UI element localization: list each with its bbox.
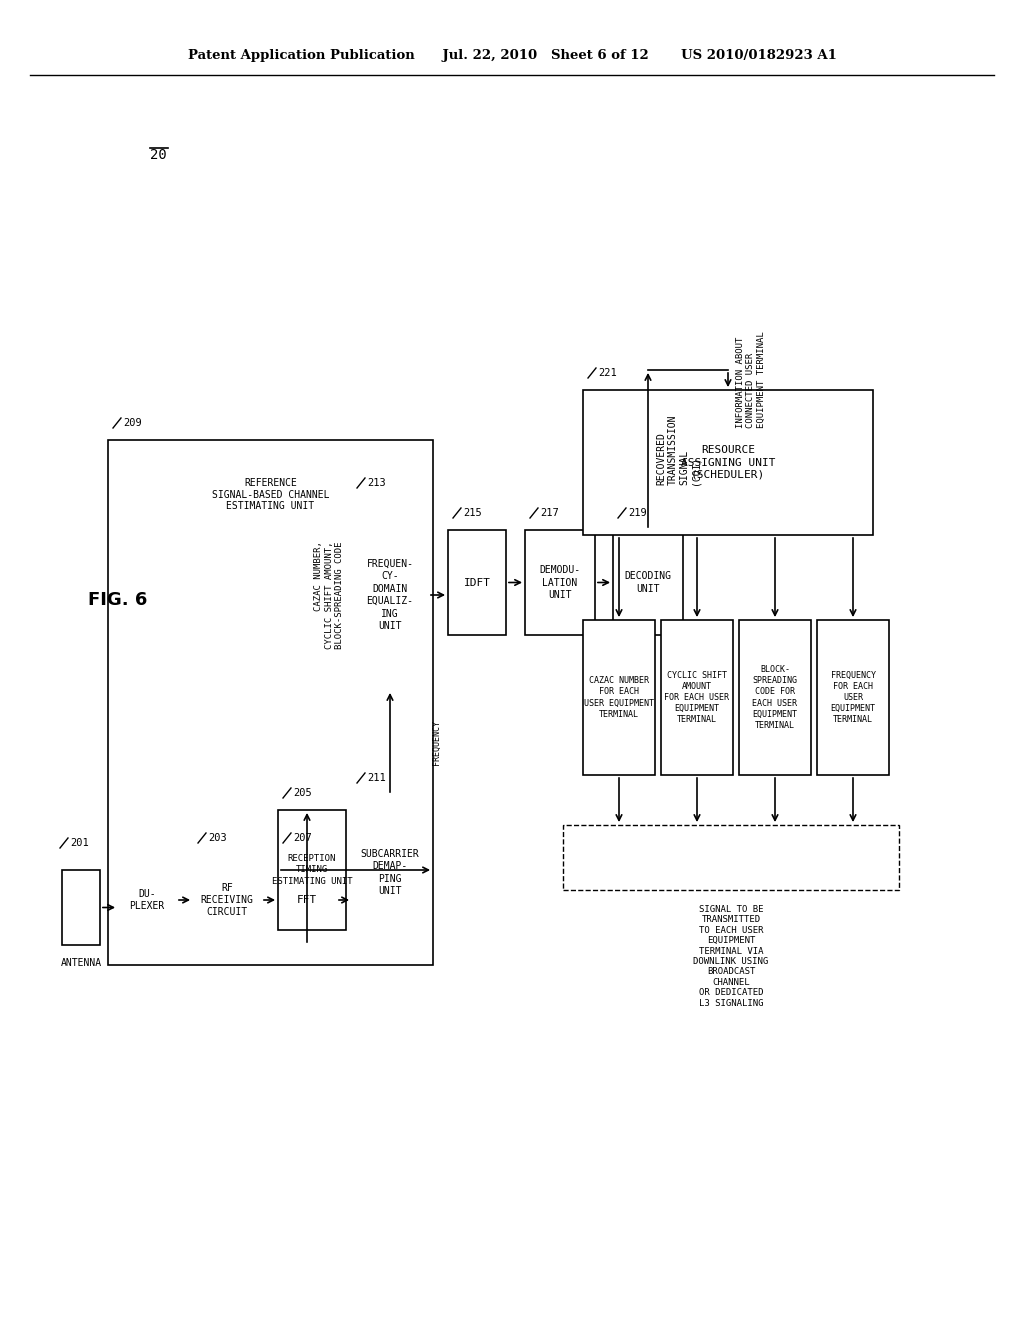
Text: CAZAC NUMBER
FOR EACH
USER EQUIPMENT
TERMINAL: CAZAC NUMBER FOR EACH USER EQUIPMENT TER…	[584, 676, 654, 718]
Text: 201: 201	[70, 838, 89, 847]
Text: 213: 213	[367, 478, 386, 488]
Bar	[449, 531, 506, 635]
Text: IDFT: IDFT	[464, 578, 490, 587]
Text: 209: 209	[123, 418, 141, 428]
Text: FFT: FFT	[297, 895, 317, 906]
Bar	[739, 620, 811, 775]
Bar	[525, 531, 595, 635]
Text: 215: 215	[463, 508, 481, 517]
Text: DU-
PLEXER: DU- PLEXER	[129, 888, 165, 911]
Bar	[662, 620, 733, 775]
Bar	[352, 500, 428, 690]
Bar	[193, 855, 261, 945]
Bar	[62, 870, 100, 945]
Text: 221: 221	[598, 368, 616, 378]
Bar	[613, 531, 683, 635]
Text: Patent Application Publication      Jul. 22, 2010   Sheet 6 of 12       US 2010/: Patent Application Publication Jul. 22, …	[187, 49, 837, 62]
Bar	[352, 795, 428, 950]
Text: BLOCK-
SPREADING
CODE FOR
EACH USER
EQUIPMENT
TERMINAL: BLOCK- SPREADING CODE FOR EACH USER EQUI…	[753, 665, 798, 730]
Text: FREQUENCY: FREQUENCY	[432, 719, 441, 766]
Text: ANTENNA: ANTENNA	[60, 958, 101, 968]
Bar	[118, 855, 176, 945]
Text: DEMODU-
LATION
UNIT: DEMODU- LATION UNIT	[540, 565, 581, 599]
Text: FREQUEN-
CY-
DOMAIN
EQUALIZ-
ING
UNIT: FREQUEN- CY- DOMAIN EQUALIZ- ING UNIT	[367, 558, 414, 631]
Text: 207: 207	[293, 833, 311, 843]
Text: 205: 205	[293, 788, 311, 799]
Text: 211: 211	[367, 774, 386, 783]
Text: 203: 203	[208, 833, 226, 843]
Bar	[817, 620, 889, 775]
Text: FREQUENCY
FOR EACH
USER
EQUIPMENT
TERMINAL: FREQUENCY FOR EACH USER EQUIPMENT TERMIN…	[830, 671, 876, 725]
Bar	[278, 855, 336, 945]
Bar	[563, 825, 899, 890]
Text: SIGNAL TO BE
TRANSMITTED
TO EACH USER
EQUIPMENT
TERMINAL VIA
DOWNLINK USING
BROA: SIGNAL TO BE TRANSMITTED TO EACH USER EQ…	[693, 906, 769, 1007]
Text: 219: 219	[628, 508, 647, 517]
Text: 20: 20	[150, 148, 167, 162]
Bar	[583, 389, 873, 535]
Text: INFORMATION ABOUT
CONNECTED USER
EQUIPMENT TERMINAL: INFORMATION ABOUT CONNECTED USER EQUIPME…	[736, 331, 766, 429]
Bar	[583, 620, 655, 775]
Text: FIG. 6: FIG. 6	[88, 591, 147, 609]
Text: RF
RECEIVING
CIRCUIT: RF RECEIVING CIRCUIT	[201, 883, 253, 917]
Text: RECEPTION
TIMING
ESTIMATING UNIT: RECEPTION TIMING ESTIMATING UNIT	[271, 854, 352, 886]
Text: SUBCARRIER
DEMAP-
PING
UNIT: SUBCARRIER DEMAP- PING UNIT	[360, 849, 420, 896]
Text: REFERENCE
SIGNAL-BASED CHANNEL
ESTIMATING UNIT: REFERENCE SIGNAL-BASED CHANNEL ESTIMATIN…	[212, 478, 330, 511]
Bar	[278, 810, 346, 931]
Text: CYCLIC SHIFT
AMOUNT
FOR EACH USER
EQUIPMENT
TERMINAL: CYCLIC SHIFT AMOUNT FOR EACH USER EQUIPM…	[665, 671, 729, 725]
Text: RECOVERED
TRANSMISSION
SIGNAL
(CQI): RECOVERED TRANSMISSION SIGNAL (CQI)	[656, 414, 700, 486]
Text: 217: 217	[540, 508, 559, 517]
Text: DECODING
UNIT: DECODING UNIT	[625, 572, 672, 594]
Bar	[108, 440, 433, 965]
Text: RESOURCE
ASSIGNING UNIT
(SCHEDULER): RESOURCE ASSIGNING UNIT (SCHEDULER)	[681, 445, 775, 480]
Text: CAZAC NUMBER,
CYCLIC SHIFT AMOUNT,
BLOCK-SPREADING CODE: CAZAC NUMBER, CYCLIC SHIFT AMOUNT, BLOCK…	[314, 541, 344, 648]
